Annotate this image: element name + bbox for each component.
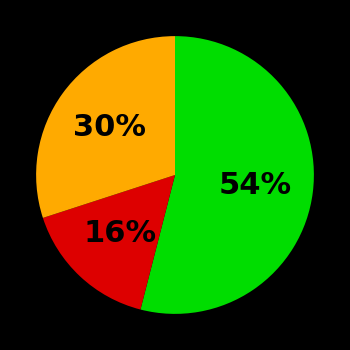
Text: 30%: 30% xyxy=(74,113,146,142)
Wedge shape xyxy=(43,175,175,309)
Text: 16%: 16% xyxy=(83,219,156,248)
Wedge shape xyxy=(36,36,175,218)
Wedge shape xyxy=(140,36,314,314)
Text: 54%: 54% xyxy=(218,170,292,199)
